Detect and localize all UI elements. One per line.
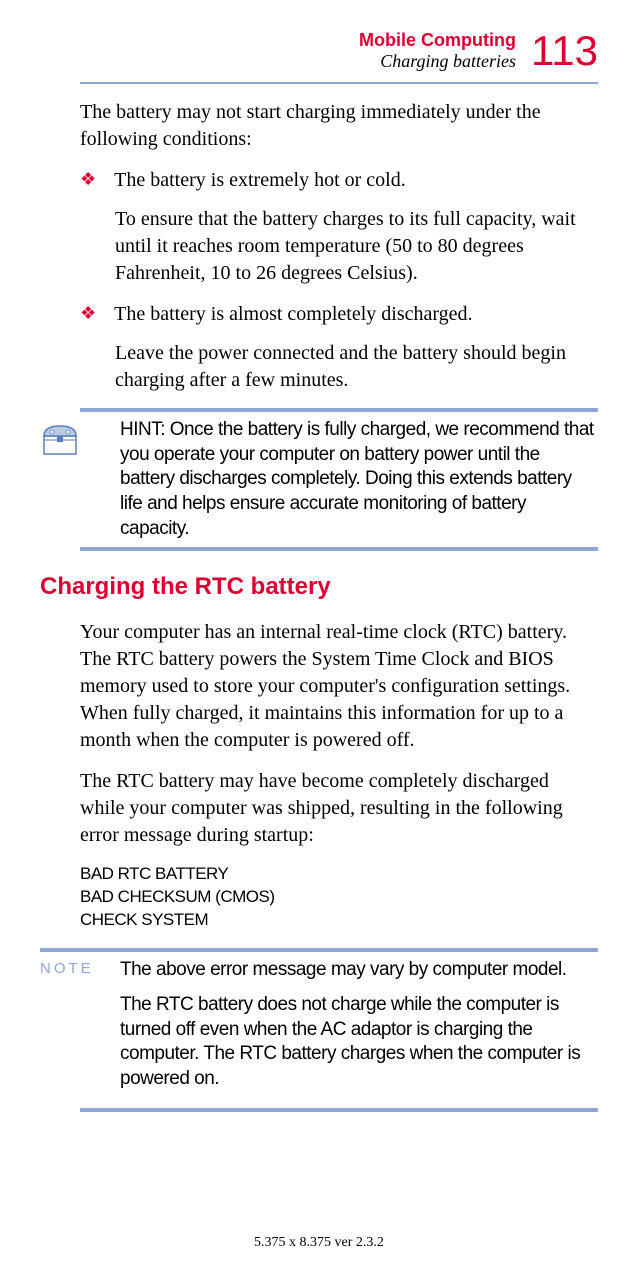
rtc-paragraph-2: The RTC battery may have become complete… <box>80 768 598 849</box>
section-title: Mobile Computing <box>359 30 516 51</box>
rtc-paragraph-1: Your computer has an internal real-time … <box>80 619 598 754</box>
footer-version: 5.375 x 8.375 ver 2.3.2 <box>254 1235 384 1250</box>
hint-bottom-rule <box>80 547 598 551</box>
bullet-item-1: ❖ The battery is extremely hot or cold. <box>80 167 598 194</box>
error-line-2: BAD CHECKSUM (CMOS) <box>80 886 598 909</box>
note-top-rule <box>40 948 598 952</box>
bullet-follow-1: To ensure that the battery charges to it… <box>115 206 598 287</box>
hint-label: HINT: <box>120 419 170 440</box>
bullet-text-2: The battery is almost completely dischar… <box>114 301 472 328</box>
bullet-item-2: ❖ The battery is almost completely disch… <box>80 301 598 328</box>
bullet-icon: ❖ <box>80 303 96 328</box>
page-container: Mobile Computing Charging batteries 113 … <box>0 0 638 1271</box>
note-label: NOTE <box>40 960 110 1101</box>
error-line-1: BAD RTC BATTERY <box>80 863 598 886</box>
header-rule <box>80 82 598 84</box>
error-line-3: CHECK SYSTEM <box>80 909 598 932</box>
note-paragraph-1: The above error message may vary by comp… <box>120 958 598 983</box>
note-paragraph-2: The RTC battery does not charge while th… <box>120 993 598 1092</box>
bullet-icon: ❖ <box>80 169 96 194</box>
bullet-follow-2: Leave the power connected and the batter… <box>115 340 598 394</box>
hint-block: HINT: Once the battery is fully charged,… <box>40 418 598 541</box>
hint-top-rule <box>80 408 598 412</box>
treasure-chest-icon <box>40 418 80 458</box>
note-bottom-rule <box>80 1108 598 1112</box>
intro-paragraph: The battery may not start charging immed… <box>80 99 598 153</box>
rtc-heading: Charging the RTC battery <box>40 573 598 601</box>
page-header: Mobile Computing Charging batteries 113 <box>40 30 598 72</box>
note-block: NOTE The above error message may vary by… <box>40 958 598 1101</box>
hint-text: HINT: Once the battery is fully charged,… <box>120 418 598 541</box>
page-number: 113 <box>531 30 598 72</box>
header-titles: Mobile Computing Charging batteries <box>359 30 516 72</box>
page-footer: 5.375 x 8.375 ver 2.3.2 <box>0 1233 638 1251</box>
subsection-title: Charging batteries <box>359 51 516 72</box>
bullet-text-1: The battery is extremely hot or cold. <box>114 167 406 194</box>
hint-body: Once the battery is fully charged, we re… <box>120 419 594 539</box>
error-message-block: BAD RTC BATTERY BAD CHECKSUM (CMOS) CHEC… <box>80 863 598 932</box>
note-text: The above error message may vary by comp… <box>120 958 598 1101</box>
